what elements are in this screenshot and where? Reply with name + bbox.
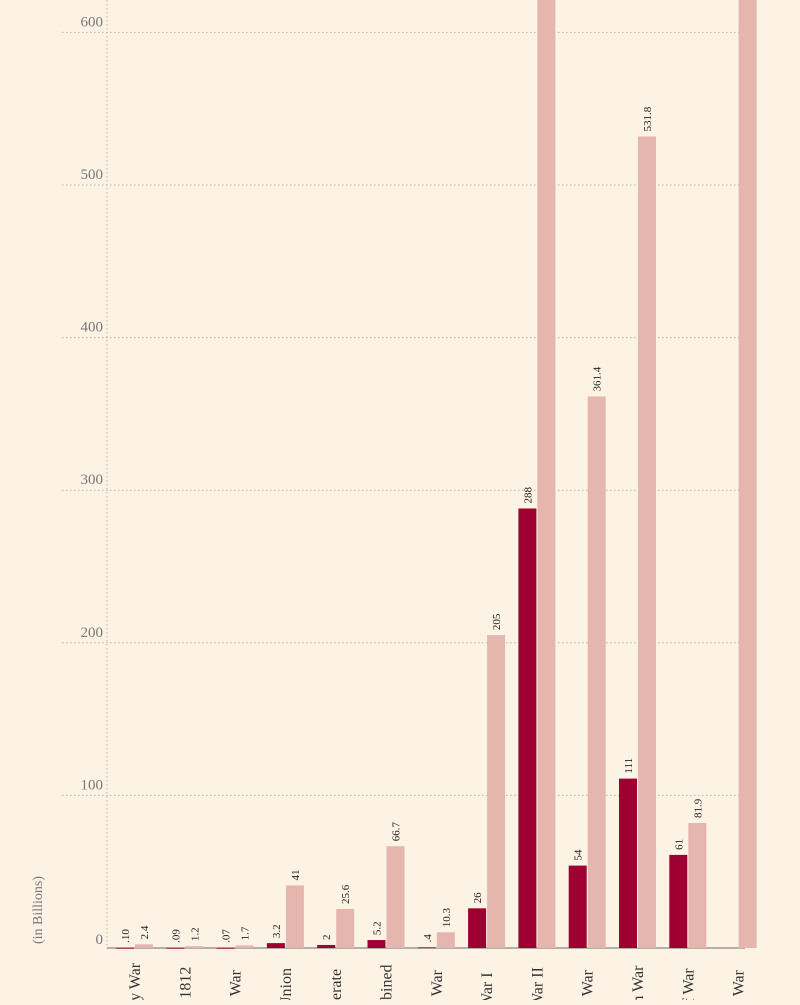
bar xyxy=(367,940,386,948)
data-label: 1.7 xyxy=(240,926,252,940)
data-label: 10.3 xyxy=(441,908,453,928)
bar xyxy=(285,885,304,948)
data-label: .09 xyxy=(170,929,182,943)
data-label: 54 xyxy=(573,849,585,861)
bar xyxy=(436,932,455,948)
bar xyxy=(587,396,606,948)
data-label: 205 xyxy=(491,613,503,630)
bar xyxy=(386,846,405,948)
data-label: 25.6 xyxy=(340,884,352,904)
data-label: 1.2 xyxy=(189,927,201,941)
category-label: Union xyxy=(278,968,295,1000)
bar xyxy=(638,136,656,948)
category-label: q War xyxy=(731,969,748,1000)
data-label: 2.4 xyxy=(139,925,151,939)
bar xyxy=(468,908,487,948)
data-labels: .10 2.4 .09 1.2 .07 1.7 3.2 41 2 25.6 5.2 66.7 .4 10.… xyxy=(120,106,704,943)
data-label: 288 xyxy=(522,487,534,504)
bar xyxy=(185,946,204,948)
bar xyxy=(135,944,153,948)
data-label: 531.8 xyxy=(642,106,654,131)
y-tick-label: 400 xyxy=(81,320,104,336)
bar xyxy=(688,823,707,948)
y-axis-label: (in Billions) xyxy=(31,876,46,944)
bar xyxy=(317,944,336,948)
data-label: 2 xyxy=(321,934,333,940)
y-tick-label: 0 xyxy=(96,932,104,948)
category-label: m War xyxy=(630,965,647,1000)
bar xyxy=(336,908,355,948)
category-labels: cy War f 1812 n War Union derate nbined n War W… xyxy=(127,962,748,1005)
data-label: 61 xyxy=(673,839,685,850)
data-label: 26 xyxy=(472,892,484,904)
bar xyxy=(417,947,436,949)
y-tick-label: 500 xyxy=(81,167,104,183)
bar xyxy=(738,0,757,948)
data-label: .4 xyxy=(422,934,434,943)
data-label: 3.2 xyxy=(271,924,283,938)
y-ticks: 0 100 200 300 400 500 600 xyxy=(81,14,104,948)
data-label: .07 xyxy=(221,929,233,943)
bars xyxy=(116,0,757,949)
bar xyxy=(537,0,556,948)
category-label: derate xyxy=(328,969,345,1000)
bar xyxy=(518,508,537,948)
bar xyxy=(487,635,506,948)
category-label: nbined xyxy=(379,964,396,1000)
data-label: 66.7 xyxy=(391,821,403,841)
y-tick-label: 300 xyxy=(81,472,104,488)
data-label: 41 xyxy=(290,869,302,880)
category-label: War II xyxy=(529,967,546,1000)
category-label: f 1812 xyxy=(177,967,194,1000)
data-label: 5.2 xyxy=(372,921,384,935)
category-label: lf War xyxy=(680,968,697,1000)
category-label: n War xyxy=(580,969,597,1000)
data-label: .10 xyxy=(120,929,132,943)
y-tick-label: 100 xyxy=(81,777,104,793)
bar xyxy=(216,947,235,949)
bar xyxy=(669,854,688,948)
bar xyxy=(235,945,254,948)
bar xyxy=(116,947,134,949)
category-label: n War xyxy=(429,969,446,1000)
y-tick-label: 200 xyxy=(81,625,104,641)
category-label: War I xyxy=(479,972,496,1000)
bar xyxy=(166,947,185,949)
data-label: 81.9 xyxy=(692,798,704,818)
category-label: cy War xyxy=(127,962,144,1000)
bar xyxy=(266,943,285,948)
category-label: n War xyxy=(228,969,245,1000)
bar xyxy=(568,865,587,948)
y-tick-label: 600 xyxy=(81,14,104,30)
data-label: 361.4 xyxy=(592,366,604,391)
data-label: 111 xyxy=(623,758,635,774)
bar xyxy=(619,778,637,948)
